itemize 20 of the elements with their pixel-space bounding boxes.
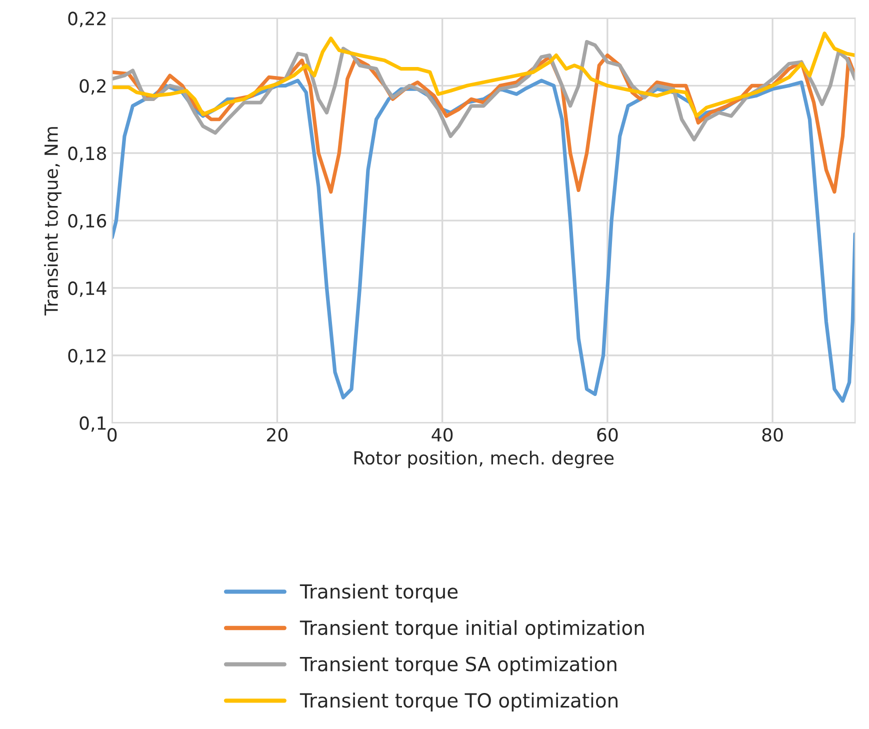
y-tick-label: 0,2 — [80, 79, 106, 95]
line-series — [112, 40, 856, 142]
y-tick-label: 0,12 — [68, 348, 106, 364]
line-series — [112, 32, 856, 118]
x-tick-label: 60 — [597, 428, 618, 442]
y-tick-label: 0,22 — [68, 12, 106, 28]
x-tick-label: 40 — [432, 428, 453, 442]
legend-label: Transient torque TO optimization — [300, 692, 618, 712]
y-tick-label: 0,14 — [68, 281, 106, 297]
y-tick-label: 0,16 — [68, 214, 106, 230]
x-axis-title: Rotor position, mech. degree — [354, 450, 614, 468]
legend-label: Transient torque SA optimization — [300, 656, 616, 676]
x-tick-label: 0 — [108, 428, 117, 442]
y-tick-label: 0,1 — [80, 416, 106, 432]
x-tick-label: 20 — [267, 428, 288, 442]
y-axis-title: Transient torque, Nm — [44, 127, 62, 316]
y-tick-label: 0,18 — [68, 146, 106, 162]
legend-label: Transient torque — [300, 584, 458, 603]
legend-label: Transient torque initial optimization — [300, 620, 644, 639]
x-tick-label: 80 — [762, 428, 783, 442]
